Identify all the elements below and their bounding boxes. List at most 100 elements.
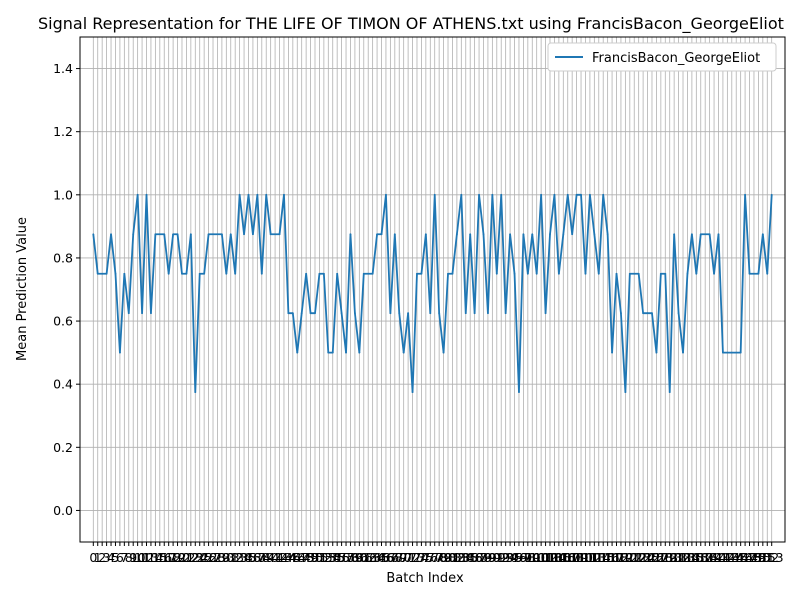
data-point bbox=[354, 312, 356, 315]
data-point bbox=[207, 233, 210, 236]
data-point bbox=[189, 233, 192, 236]
x-tick-label: 3 bbox=[103, 550, 111, 565]
data-point bbox=[593, 233, 596, 236]
x-tick-label: 30 bbox=[218, 550, 234, 565]
x-tick-label: 88 bbox=[476, 550, 492, 565]
data-point bbox=[673, 233, 676, 236]
data-point bbox=[535, 272, 538, 275]
x-tick-label: 68 bbox=[387, 550, 403, 565]
x-tick-label: 12 bbox=[139, 550, 155, 565]
data-point bbox=[500, 193, 503, 196]
x-tick-label: 61 bbox=[356, 550, 372, 565]
x-tick-label: 51 bbox=[311, 550, 327, 565]
x-tick-label: 83 bbox=[453, 550, 469, 565]
data-point bbox=[540, 193, 543, 196]
x-tick-label: 117 bbox=[600, 550, 624, 565]
data-point bbox=[243, 233, 245, 236]
data-point bbox=[296, 351, 299, 354]
data-point bbox=[518, 391, 520, 393]
x-tick-label: 84 bbox=[458, 550, 474, 565]
x-tick-label: 19 bbox=[170, 550, 186, 565]
x-tick-label: 120 bbox=[613, 550, 637, 565]
data-point bbox=[655, 351, 658, 354]
x-tick-label: 58 bbox=[343, 550, 359, 565]
x-tick-label: 106 bbox=[551, 550, 575, 565]
x-tick-label: 27 bbox=[205, 550, 221, 565]
x-tick-label: 69 bbox=[391, 550, 407, 565]
data-point bbox=[114, 272, 117, 275]
x-tick-label: 77 bbox=[427, 550, 443, 565]
x-tick-label: 90 bbox=[484, 550, 500, 565]
data-point bbox=[628, 272, 631, 275]
data-point bbox=[637, 272, 640, 275]
x-tick-label: 35 bbox=[241, 550, 257, 565]
data-point bbox=[314, 312, 316, 315]
data-point bbox=[597, 272, 600, 275]
x-tick-label: 136 bbox=[684, 550, 708, 565]
data-point bbox=[247, 193, 250, 196]
x-tick-label: 45 bbox=[285, 550, 301, 565]
x-tick-label: 150 bbox=[746, 550, 770, 565]
x-tick-label: 93 bbox=[498, 550, 514, 565]
x-tick-label: 21 bbox=[178, 550, 194, 565]
data-point bbox=[92, 233, 95, 236]
data-point bbox=[615, 272, 618, 275]
data-point bbox=[167, 272, 170, 275]
data-point bbox=[220, 233, 223, 236]
data-point bbox=[739, 351, 742, 354]
data-point bbox=[753, 272, 755, 275]
x-tick-label: 28 bbox=[209, 550, 225, 565]
data-point bbox=[566, 193, 569, 196]
legend-label: FrancisBacon_GeorgeEliot bbox=[592, 51, 760, 66]
x-tick-label: 73 bbox=[409, 550, 425, 565]
data-point bbox=[212, 233, 214, 236]
x-tick-label: 22 bbox=[183, 550, 199, 565]
data-point bbox=[336, 272, 339, 275]
x-tick-label: 135 bbox=[680, 550, 704, 565]
x-tick-label: 142 bbox=[711, 550, 735, 565]
x-axis-ticks: 0123456789101112131415161718192021222324… bbox=[89, 542, 784, 565]
x-tick-label: 98 bbox=[520, 550, 536, 565]
data-point bbox=[442, 351, 445, 354]
data-point bbox=[420, 272, 423, 275]
data-point bbox=[469, 233, 472, 236]
x-tick-label: 14 bbox=[147, 550, 163, 565]
data-point bbox=[331, 351, 334, 354]
x-tick-label: 99 bbox=[524, 550, 540, 565]
data-point bbox=[145, 193, 148, 196]
x-tick-label: 126 bbox=[640, 550, 664, 565]
x-tick-label: 1 bbox=[94, 550, 102, 565]
x-tick-label: 112 bbox=[578, 550, 602, 565]
x-tick-label: 119 bbox=[609, 550, 633, 565]
x-tick-label: 128 bbox=[649, 550, 673, 565]
data-point bbox=[265, 193, 268, 196]
x-tick-label: 36 bbox=[245, 550, 261, 565]
x-tick-label: 9 bbox=[129, 550, 137, 565]
data-point bbox=[110, 233, 112, 236]
x-tick-label: 152 bbox=[755, 550, 779, 565]
data-point bbox=[367, 272, 370, 275]
x-tick-label: 57 bbox=[338, 550, 354, 565]
x-tick-label: 66 bbox=[378, 550, 394, 565]
x-tick-label: 60 bbox=[351, 550, 367, 565]
y-axis-ticks: 0.0 0.2 0.4 0.6 0.8 1.0 1.2 1.4 bbox=[53, 61, 80, 518]
x-tick-label: 81 bbox=[444, 550, 460, 565]
data-point bbox=[704, 233, 707, 236]
y-tick-label: 1.4 bbox=[53, 61, 73, 76]
x-tick-label: 153 bbox=[760, 550, 784, 565]
x-tick-label: 72 bbox=[405, 550, 421, 565]
data-point bbox=[203, 272, 206, 275]
data-point bbox=[659, 272, 662, 275]
data-point bbox=[744, 193, 746, 196]
data-point bbox=[589, 193, 591, 196]
data-point bbox=[562, 233, 565, 236]
x-tick-label: 46 bbox=[289, 550, 305, 565]
x-tick-label: 145 bbox=[724, 550, 748, 565]
x-tick-label: 130 bbox=[658, 550, 682, 565]
data-point bbox=[198, 272, 201, 275]
x-tick-label: 76 bbox=[422, 550, 438, 565]
data-point bbox=[172, 233, 175, 236]
x-tick-label: 123 bbox=[627, 550, 651, 565]
x-tick-label: 95 bbox=[507, 550, 523, 565]
x-tick-label: 38 bbox=[254, 550, 270, 565]
